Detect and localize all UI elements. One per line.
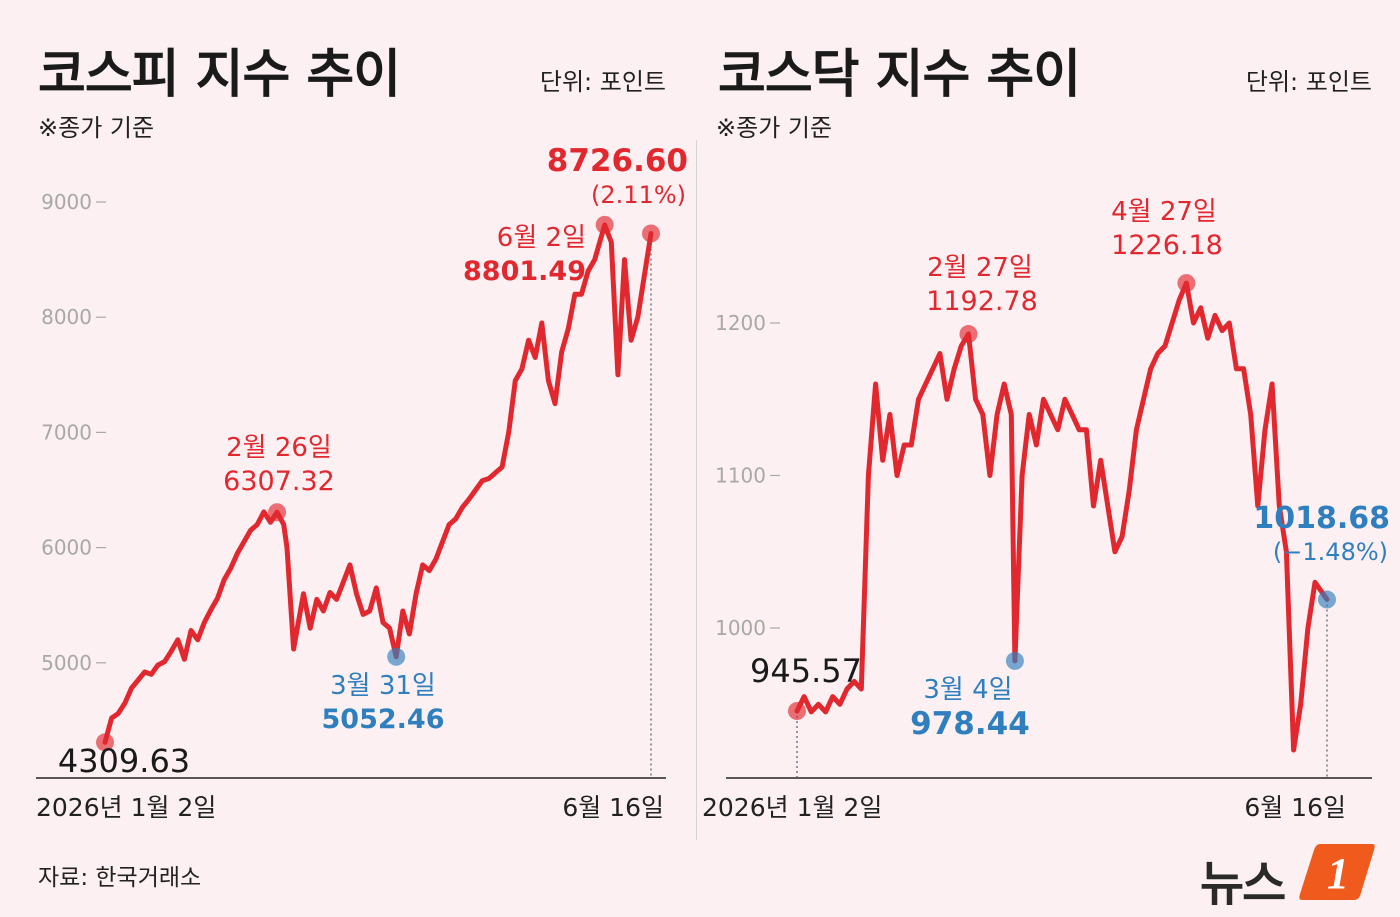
y-tick-label: 1200 xyxy=(715,311,766,335)
feb-value-label: 6307.32 xyxy=(223,466,335,497)
x-start-label: 2026년 1월 2일 xyxy=(702,793,882,822)
mar-date-label: 3월 4일 xyxy=(923,675,1012,705)
kosdaq-title: 코스닥 지수 추이 xyxy=(718,45,1081,105)
apr-value-label: 1226.18 xyxy=(1111,230,1223,261)
jun-high-point xyxy=(595,215,614,234)
logo-mark-text: 1 xyxy=(1327,849,1349,898)
kospi-unit-label: 단위: 포인트 xyxy=(539,68,666,96)
apr-date-label: 4월 27일 xyxy=(1111,197,1217,227)
mar-low-point xyxy=(1005,651,1024,670)
panel-divider xyxy=(696,140,697,840)
start-value-label: 4309.63 xyxy=(58,742,190,780)
last-point xyxy=(642,224,660,243)
series-line xyxy=(794,280,1330,753)
mar-low-point xyxy=(387,647,406,666)
kospi-panel: 코스피 지수 추이 단위: 포인트 ※종가 기준 5000 6000 7000 800… xyxy=(36,45,688,822)
kospi-chart: 5000 6000 7000 8000 9000 2026년 1월 2일 6월 16일 430… xyxy=(36,143,688,822)
last-value-label: 1018.68 xyxy=(1253,501,1390,536)
mar-value-label: 978.44 xyxy=(910,706,1030,742)
logo-mark-icon: 1 xyxy=(1299,844,1375,900)
feb-high-point xyxy=(959,325,978,344)
kosdaq-panel: 코스닥 지수 추이 단위: 포인트 ※종가 기준 1000 1100 1200 202… xyxy=(700,0,1400,917)
y-tick-label: 6000 xyxy=(41,536,92,560)
source-note: 자료: 한국거래소 xyxy=(38,865,202,891)
y-tick-label: 5000 xyxy=(41,651,92,675)
feb-date-label: 2월 27일 xyxy=(927,253,1033,283)
news1-logo: 뉴스 1 xyxy=(1200,840,1378,912)
logo-text: 뉴스 xyxy=(1200,856,1286,912)
series-line xyxy=(102,222,654,745)
start-value-label: 945.57 xyxy=(750,652,862,690)
x-start-label: 2026년 1월 2일 xyxy=(36,793,216,822)
kospi-title: 코스피 지수 추이 xyxy=(38,45,401,105)
start-point xyxy=(788,702,806,721)
apr-high-point xyxy=(1177,274,1196,293)
last-value-label: 8726.60 xyxy=(547,143,688,179)
start-point xyxy=(96,733,114,752)
y-tick-label: 8000 xyxy=(41,305,92,329)
y-tick-label: 7000 xyxy=(41,420,92,444)
feb-value-label: 1192.78 xyxy=(926,286,1038,317)
last-change-label: (−1.48%) xyxy=(1273,538,1388,566)
mar-date-label: 3월 31일 xyxy=(330,671,436,701)
jun-date-label: 6월 2일 xyxy=(497,223,586,253)
y-tick-label: 9000 xyxy=(41,190,92,214)
jun-value-label: 8801.49 xyxy=(463,256,586,287)
feb-high-point xyxy=(268,503,287,522)
last-point xyxy=(1318,590,1336,609)
y-tick-label: 1000 xyxy=(715,616,766,640)
y-tick-label: 1100 xyxy=(715,464,766,488)
kosdaq-note: ※종가 기준 xyxy=(716,114,833,142)
last-change-label: (2.11%) xyxy=(591,181,686,209)
mar-value-label: 5052.46 xyxy=(322,704,445,735)
kosdaq-unit-label: 단위: 포인트 xyxy=(1245,68,1372,96)
kospi-note: ※종가 기준 xyxy=(38,114,155,142)
x-end-label: 6월 16일 xyxy=(562,793,664,822)
feb-date-label: 2월 26일 xyxy=(226,433,332,463)
kosdaq-chart: 1000 1100 1200 2026년 1월 2일 6월 16일 945.57 2월 27… xyxy=(702,197,1390,822)
x-end-label: 6월 16일 xyxy=(1244,793,1346,822)
